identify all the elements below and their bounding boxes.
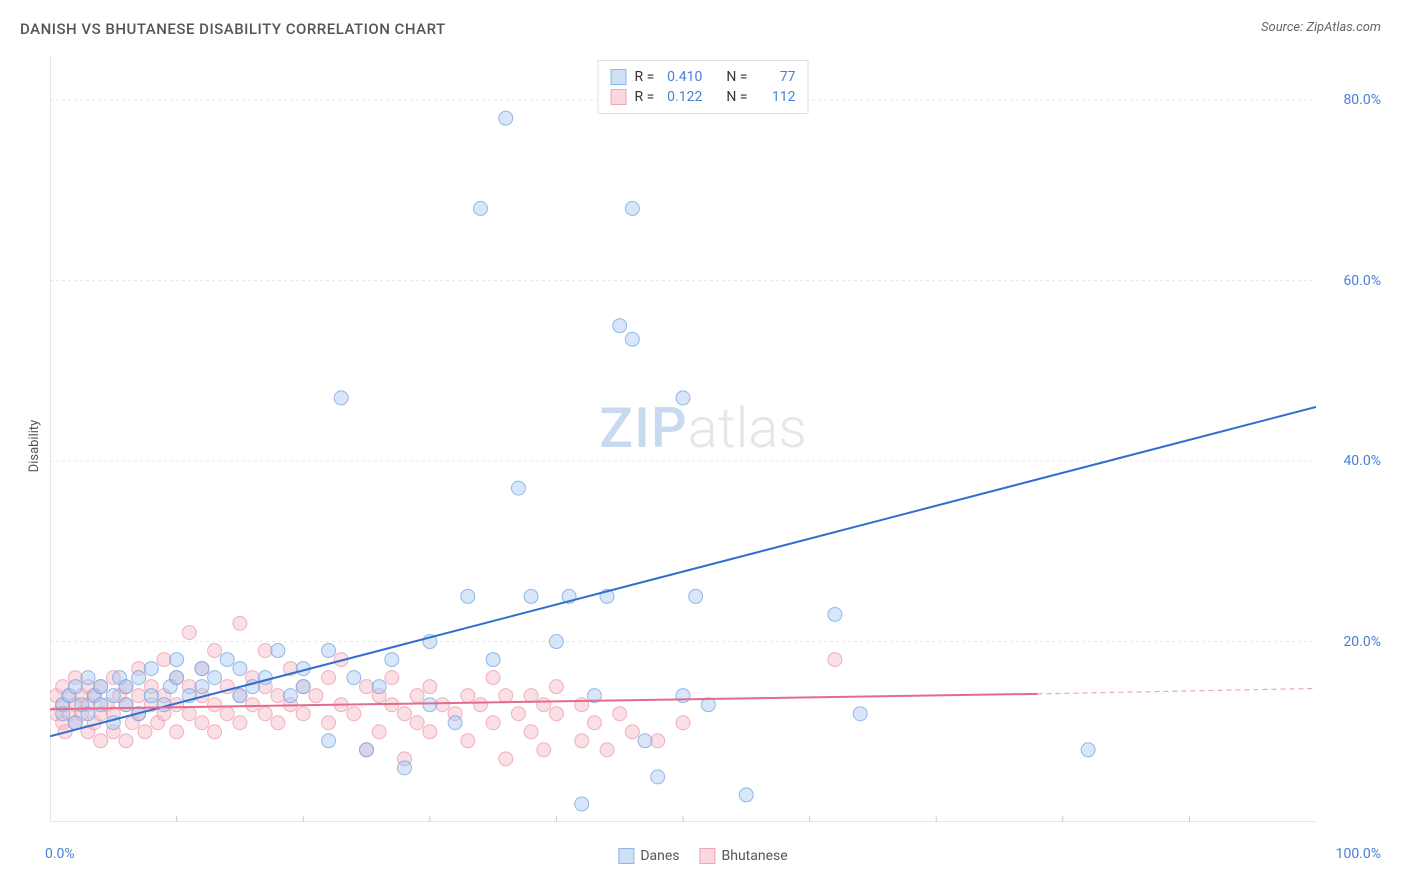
- legend-r-value: 0.410: [662, 69, 702, 85]
- legend-series-item: Danes: [618, 848, 679, 864]
- legend-stat-row: R = 0.410 N = 77: [611, 67, 796, 87]
- legend-swatch: [618, 848, 634, 864]
- y-tick-label: 80.0%: [1343, 92, 1381, 108]
- legend-r-value: 0.122: [662, 89, 702, 105]
- scatter-plot-svg: [50, 55, 1316, 822]
- legend-swatch: [700, 848, 716, 864]
- y-tick-label: 60.0%: [1343, 273, 1381, 289]
- y-axis-label: Disability: [27, 420, 42, 473]
- legend-series-item: Bhutanese: [700, 848, 788, 864]
- correlation-legend: R = 0.410 N = 77 R = 0.122 N = 112: [598, 60, 809, 114]
- legend-series-label: Bhutanese: [722, 848, 788, 864]
- chart-container: DANISH VS BHUTANESE DISABILITY CORRELATI…: [0, 0, 1406, 892]
- legend-swatch: [611, 69, 627, 85]
- legend-n-label: N =: [726, 89, 747, 105]
- x-axis-min-label: 0.0%: [45, 846, 75, 862]
- chart-title: DANISH VS BHUTANESE DISABILITY CORRELATI…: [20, 20, 446, 38]
- y-tick-label: 40.0%: [1343, 453, 1381, 469]
- x-axis-max-label: 100.0%: [1336, 846, 1381, 862]
- legend-n-value: 112: [755, 89, 795, 105]
- legend-series-label: Danes: [640, 848, 679, 864]
- legend-swatch: [611, 89, 627, 105]
- legend-r-label: R =: [635, 69, 655, 85]
- series-legend: Danes Bhutanese: [618, 848, 787, 864]
- plot-area: [50, 55, 1316, 822]
- legend-n-label: N =: [726, 69, 747, 85]
- y-tick-label: 20.0%: [1343, 634, 1381, 650]
- legend-stat-row: R = 0.122 N = 112: [611, 87, 796, 107]
- source-attribution: Source: ZipAtlas.com: [1261, 20, 1381, 35]
- legend-r-label: R =: [635, 89, 655, 105]
- legend-n-value: 77: [755, 69, 795, 85]
